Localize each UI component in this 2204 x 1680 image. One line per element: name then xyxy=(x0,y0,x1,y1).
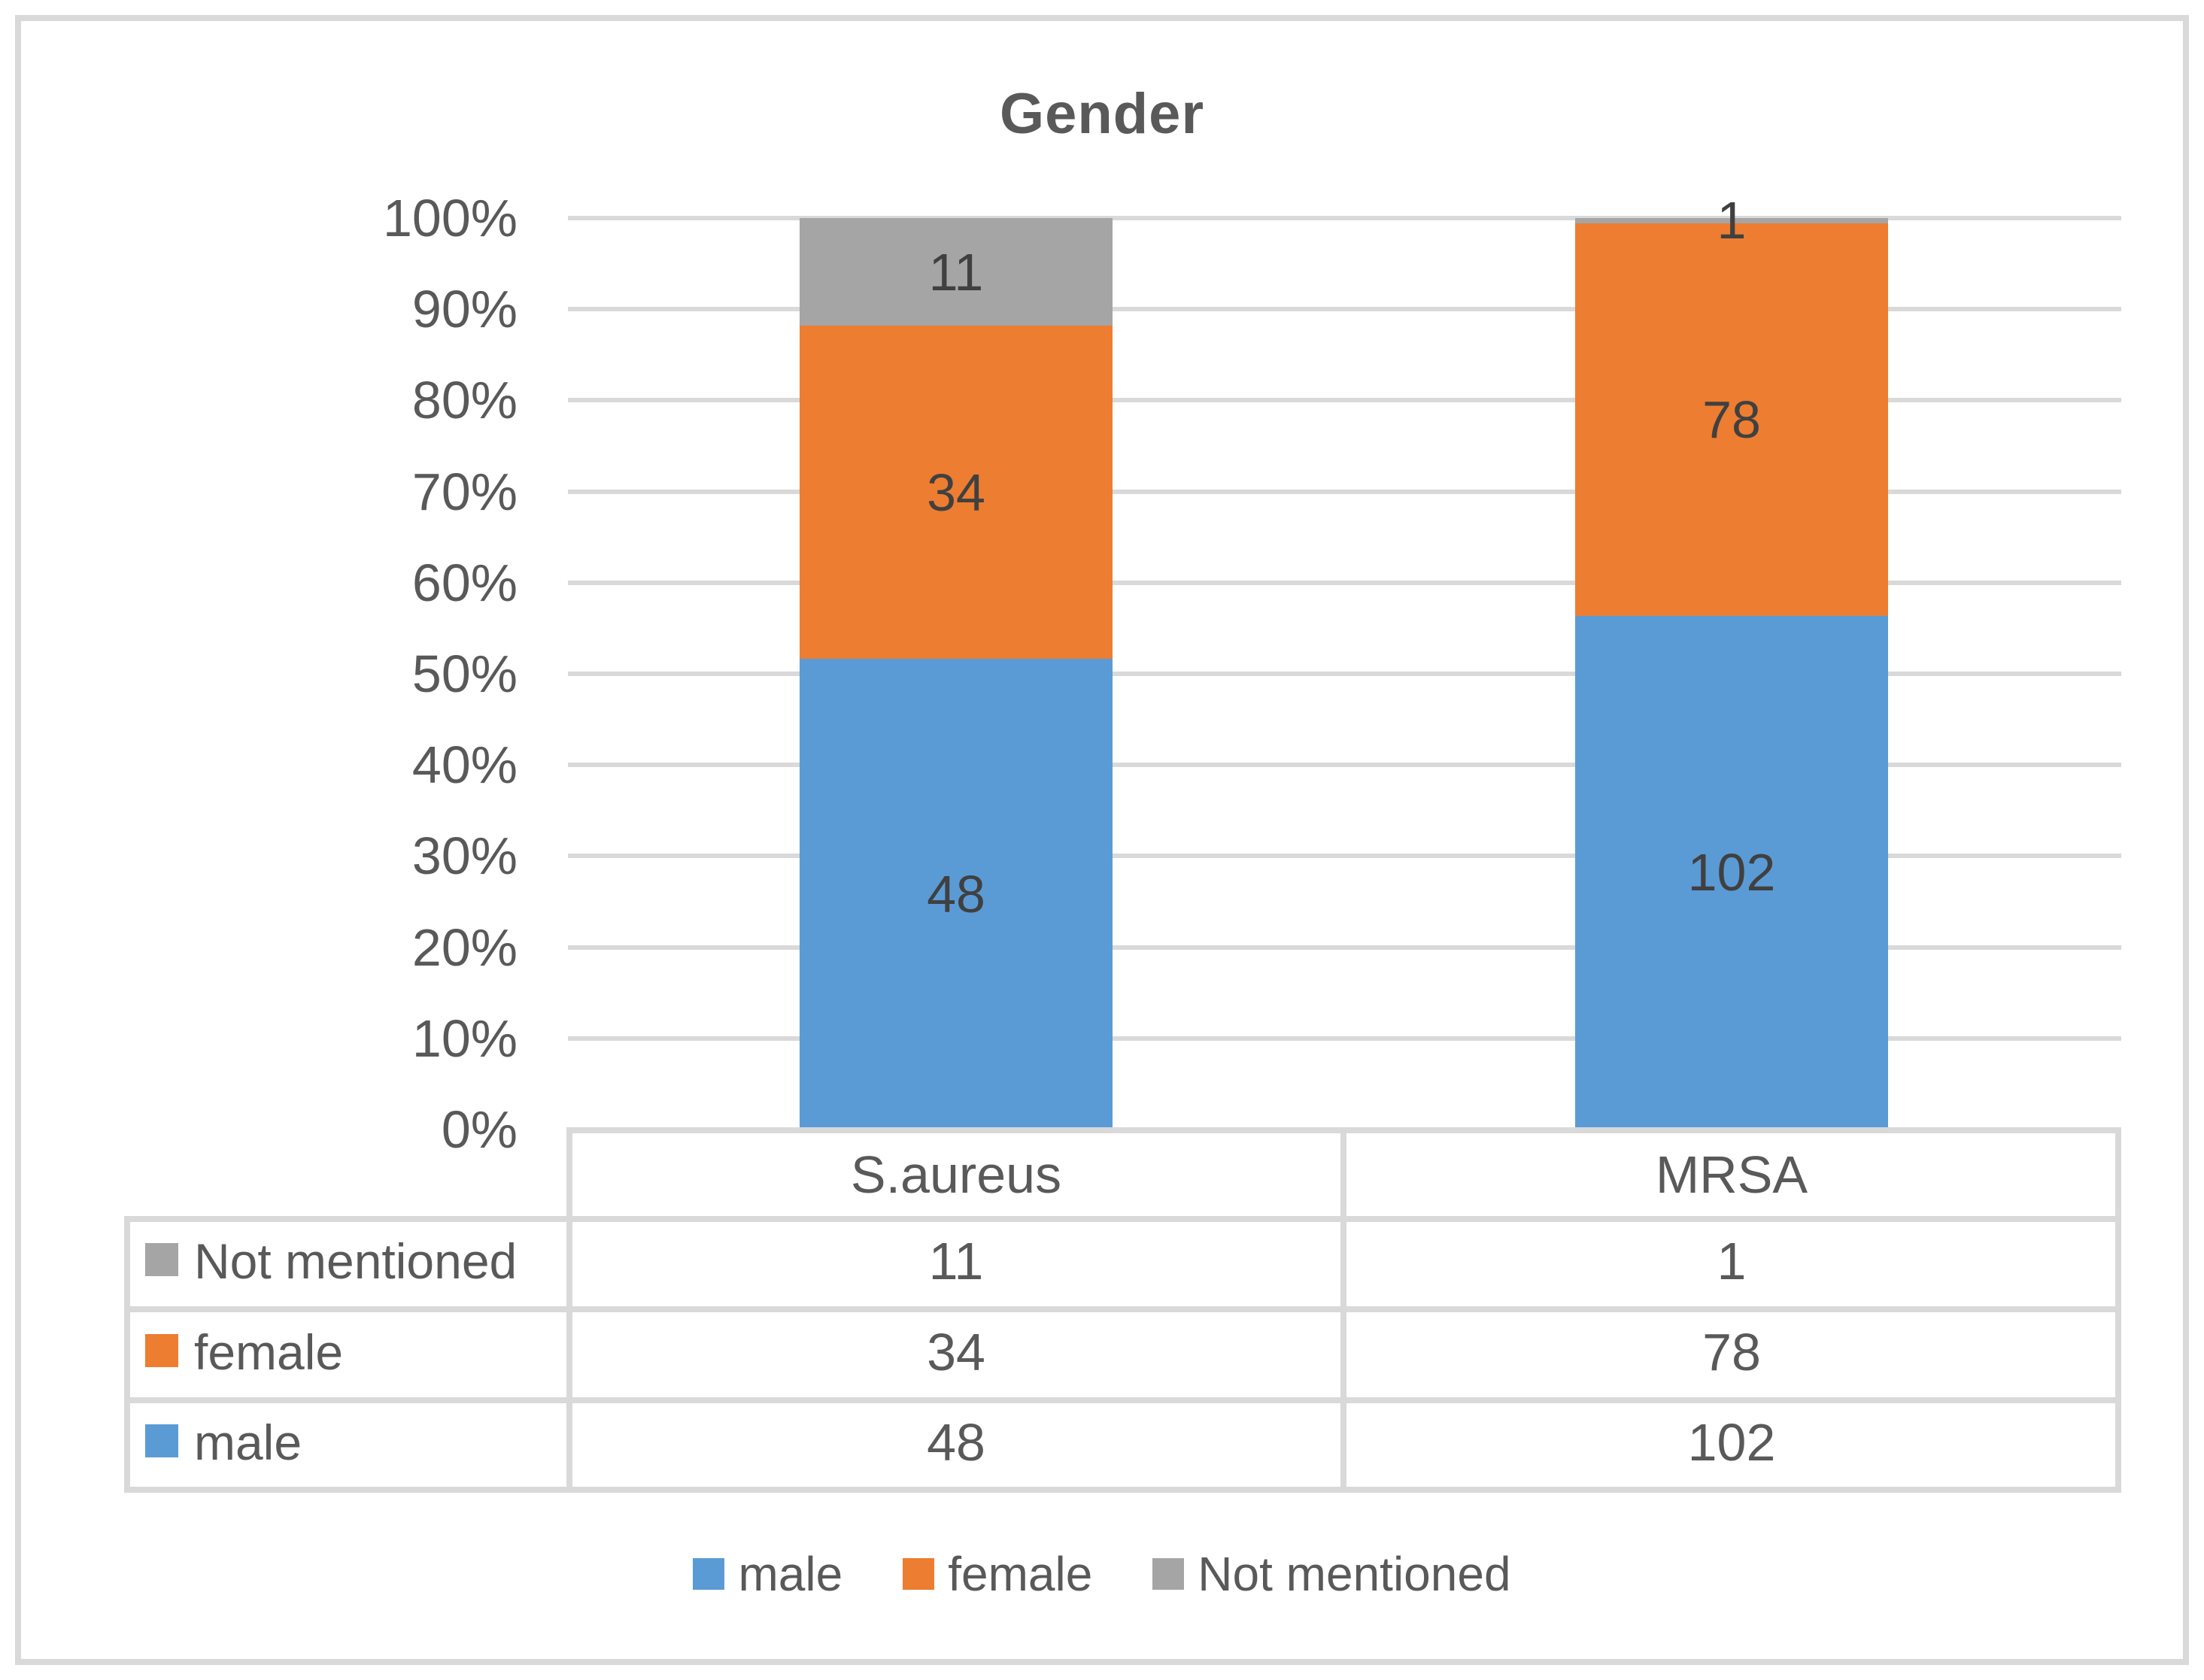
y-axis-tick-label: 10% xyxy=(411,1008,518,1068)
table-legend-key-not-mentioned xyxy=(145,1243,178,1276)
y-axis-tick-label: 60% xyxy=(411,553,518,612)
gridline xyxy=(568,489,2121,494)
legend: male female Not mentioned xyxy=(0,1546,2204,1602)
table-row-label-female: female xyxy=(194,1324,344,1380)
y-axis-tick-label: 100% xyxy=(382,189,518,247)
data-label-male-s-aureus: 48 xyxy=(927,865,985,924)
legend-label-not-mentioned: Not mentioned xyxy=(1198,1547,1511,1601)
bar-segment-not-mentioned-s-aureus xyxy=(800,218,1113,326)
data-label-not-mentioned-mrsa: 1 xyxy=(1717,191,1747,250)
table-border-row xyxy=(124,1306,2121,1312)
table-border-row xyxy=(124,1487,2121,1493)
y-axis-tick-label: 70% xyxy=(411,462,518,521)
bar-segment-not-mentioned-mrsa xyxy=(1575,218,1888,223)
data-label-male-mrsa: 102 xyxy=(1687,843,1776,902)
table-row-label-male: male xyxy=(194,1414,302,1470)
y-axis-tick-label: 50% xyxy=(411,644,518,703)
gridline xyxy=(568,398,2121,403)
table-border-col xyxy=(1340,1127,1346,1493)
y-axis-tick-label: 90% xyxy=(411,280,518,339)
y-axis-tick-label: 0% xyxy=(441,1100,518,1159)
bar-segment-female-mrsa xyxy=(1575,223,1888,616)
table-border-col xyxy=(124,1216,130,1493)
table-border-row xyxy=(124,1397,2121,1403)
table-cell-value: 1 xyxy=(1717,1232,1747,1290)
table-cell-value: 102 xyxy=(1687,1412,1776,1472)
table-border-col xyxy=(566,1127,572,1493)
bar-segment-female-s-aureus xyxy=(800,326,1113,660)
legend-item-male: male xyxy=(693,1546,842,1602)
gridline xyxy=(568,763,2121,768)
table-row-label-not-mentioned: Not mentioned xyxy=(194,1233,518,1289)
table-cell-value: 48 xyxy=(927,1412,985,1472)
gridline xyxy=(568,1036,2121,1041)
data-label-female-s-aureus: 34 xyxy=(927,462,985,522)
y-axis-tick-label: 40% xyxy=(411,735,518,795)
chart-title: Gender xyxy=(999,82,1205,146)
legend-key-female xyxy=(903,1558,935,1590)
bar-segment-male-s-aureus xyxy=(800,659,1113,1130)
table-header-cell-s-aureus: S.aureus xyxy=(850,1145,1062,1204)
data-label-female-mrsa: 78 xyxy=(1702,390,1761,449)
legend-key-male xyxy=(693,1558,725,1590)
table-header-cell-mrsa: MRSA xyxy=(1655,1145,1808,1204)
table-legend-key-male xyxy=(145,1424,178,1457)
gridline xyxy=(568,307,2121,312)
gridline xyxy=(568,216,2121,220)
y-axis-tick-label: 20% xyxy=(411,917,518,977)
data-label-not-mentioned-s-aureus: 11 xyxy=(928,242,984,302)
legend-key-not-mentioned xyxy=(1152,1558,1185,1590)
table-border-col xyxy=(2115,1127,2121,1493)
table-legend-key-female xyxy=(145,1333,178,1367)
gridline xyxy=(568,945,2121,950)
y-axis-tick-label: 80% xyxy=(411,371,518,430)
table-cell-value: 11 xyxy=(928,1232,984,1290)
gridline xyxy=(568,854,2121,859)
legend-label-female: female xyxy=(948,1547,1093,1601)
legend-item-female: female xyxy=(903,1546,1092,1602)
legend-label-male: male xyxy=(738,1547,843,1601)
gridline xyxy=(568,672,2121,676)
legend-item-not-mentioned: Not mentioned xyxy=(1152,1546,1511,1602)
table-border-row xyxy=(124,1216,2121,1222)
gridline xyxy=(568,580,2121,585)
table-cell-value: 34 xyxy=(927,1322,985,1381)
y-axis-tick-label: 30% xyxy=(411,826,518,886)
bar-segment-male-mrsa xyxy=(1575,615,1888,1130)
table-cell-value: 78 xyxy=(1702,1322,1761,1381)
